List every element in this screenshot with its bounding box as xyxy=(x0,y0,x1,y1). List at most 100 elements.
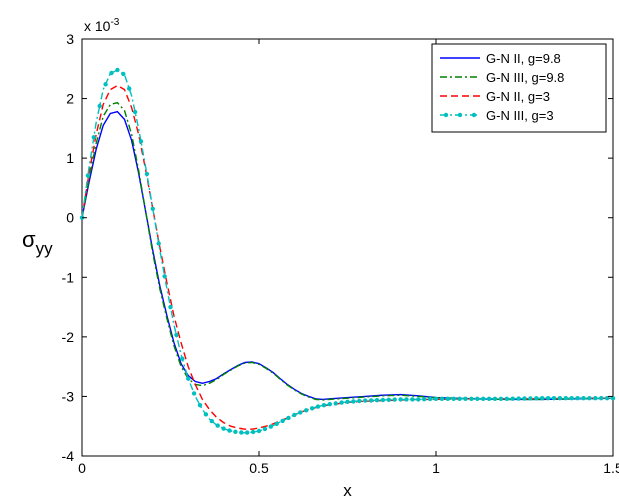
series-marker xyxy=(380,397,386,403)
legend-entry-3: G-N II, g=3 xyxy=(486,89,550,104)
series-marker xyxy=(528,396,533,401)
series-marker xyxy=(127,86,132,91)
series-marker xyxy=(121,71,126,77)
series-marker xyxy=(339,400,344,405)
y-axis-label: σyy xyxy=(22,227,53,258)
x-tick-label: 0.5 xyxy=(249,460,269,476)
series-marker xyxy=(427,396,433,402)
series-marker xyxy=(304,408,309,413)
legend: G-N II, g=9.8 G-N III, g=9.8 G-N II, g=3 G-… xyxy=(431,43,607,133)
legend-marker xyxy=(457,112,463,118)
y-tick-label: 2 xyxy=(66,91,74,107)
series-marker xyxy=(215,423,220,428)
series-marker xyxy=(504,396,509,401)
series-marker xyxy=(268,424,273,429)
exponent-power: -3 xyxy=(110,17,119,28)
x-tick-label: 1.5 xyxy=(603,460,619,476)
series-marker xyxy=(410,397,415,402)
series-marker xyxy=(256,428,262,434)
series-marker xyxy=(498,396,504,401)
series-marker xyxy=(150,206,155,211)
legend-marker xyxy=(471,112,477,118)
legend-entry-2: G-N III, g=9.8 xyxy=(486,70,564,85)
series-marker xyxy=(132,109,138,115)
exponent-base: x 10 xyxy=(84,18,111,34)
series-marker xyxy=(522,396,527,401)
series-marker xyxy=(463,396,468,401)
series-marker xyxy=(186,376,191,381)
series-marker xyxy=(321,403,327,408)
tick-layer: 0 0.5 1 1.5 -4 -3 -2 -1 0 1 2 3 xyxy=(62,31,619,476)
series-marker xyxy=(144,171,150,177)
y-axis-label-main: σ xyxy=(22,227,36,252)
series-marker xyxy=(604,396,610,401)
series-marker xyxy=(298,410,303,415)
legend-marker xyxy=(443,112,449,118)
y-tick-label: -1 xyxy=(62,269,75,285)
series-marker xyxy=(563,396,568,401)
series-marker xyxy=(357,398,362,404)
series-marker xyxy=(209,418,214,424)
series-marker xyxy=(97,103,102,109)
y-tick-label: 3 xyxy=(66,31,74,47)
series-marker xyxy=(315,404,321,409)
series-marker xyxy=(250,429,256,435)
series-layer xyxy=(79,67,616,435)
series-marker xyxy=(575,396,580,401)
series-marker xyxy=(404,397,409,402)
series-marker xyxy=(292,412,297,418)
series-marker xyxy=(85,173,91,178)
legend-entry-1: G-N II, g=9.8 xyxy=(486,51,561,66)
y-axis-label-sub: yy xyxy=(36,239,54,258)
series-marker xyxy=(457,396,462,401)
series-marker xyxy=(262,426,268,432)
series-marker xyxy=(333,401,338,406)
series-marker xyxy=(280,418,285,424)
y-axis-exponent-label: x 10-3 xyxy=(84,17,120,34)
series-marker xyxy=(445,396,450,401)
series-marker xyxy=(309,406,315,411)
series-marker xyxy=(363,398,368,403)
series-marker xyxy=(392,397,397,402)
series-marker xyxy=(351,399,356,404)
series-marker xyxy=(593,396,598,401)
series-marker xyxy=(422,397,427,402)
series-marker xyxy=(162,274,167,279)
series-marker xyxy=(587,396,592,401)
series-marker xyxy=(433,396,439,401)
series-marker xyxy=(274,421,279,426)
series-marker xyxy=(386,397,391,402)
series-marker xyxy=(545,396,551,401)
series-marker xyxy=(239,430,244,435)
series-marker xyxy=(103,82,108,87)
x-tick-label: 0 xyxy=(78,460,86,476)
series-marker xyxy=(569,396,574,401)
series-marker xyxy=(138,139,144,144)
series-marker xyxy=(115,67,120,73)
y-tick-label: 1 xyxy=(66,150,74,166)
series-marker xyxy=(486,396,492,401)
series-marker xyxy=(168,304,173,310)
series-marker xyxy=(203,412,209,417)
series-marker xyxy=(540,396,545,401)
series-marker xyxy=(599,396,604,401)
series-marker xyxy=(610,396,616,401)
series-marker xyxy=(416,397,421,402)
series-marker xyxy=(492,396,498,401)
series-marker xyxy=(557,396,563,401)
series-marker xyxy=(174,332,179,338)
series-marker xyxy=(534,396,539,401)
series-marker xyxy=(469,396,474,401)
series-marker xyxy=(91,135,97,140)
series-marker xyxy=(345,399,350,404)
series-marker xyxy=(233,429,238,434)
series-marker xyxy=(516,396,521,401)
series-marker xyxy=(327,402,332,407)
x-tick-label: 1 xyxy=(432,460,440,476)
series-marker xyxy=(551,396,557,401)
series-marker xyxy=(439,396,445,401)
series-marker xyxy=(286,415,291,421)
series-marker xyxy=(475,396,480,401)
series-marker xyxy=(180,356,185,361)
